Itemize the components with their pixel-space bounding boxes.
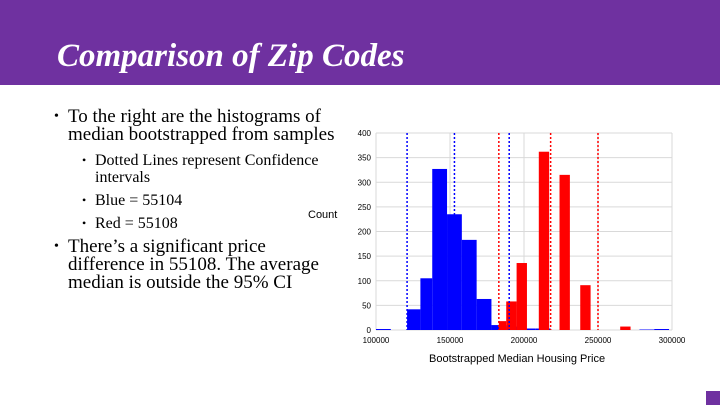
histogram-bar [654,329,670,330]
corner-accent [706,391,720,405]
x-axis-label: Bootstrapped Median Housing Price [429,353,606,365]
sub-bullet-3: • Red = 55108 [50,215,340,232]
y-tick-label: 0 [367,326,372,335]
histogram-bar [498,321,507,330]
slide-title: Comparison of Zip Codes [57,38,405,74]
sub-bullet-3-text: Red = 55108 [95,215,178,232]
y-tick-label: 100 [358,277,372,286]
histogram-bar [407,309,421,330]
bullet-dot-icon: • [54,109,59,124]
histogram-bar [620,326,631,330]
histogram-bar [447,214,462,330]
bullet-dot-icon: • [82,216,87,230]
y-tick-label: 200 [358,228,372,237]
bullet-1-text: To the right are the histograms of media… [68,106,335,145]
x-tick-label: 150000 [437,336,464,345]
histogram-bar [538,151,550,330]
histogram-bar [432,168,448,330]
y-tick-label: 50 [362,301,371,310]
histogram-bar [461,239,477,330]
histogram-bar [506,301,517,330]
sub-bullet-1-text: Dotted Lines represent Confidence interv… [95,152,319,186]
bullet-dot-icon: • [82,193,87,207]
x-tick-label: 100000 [363,336,390,345]
x-tick-label: 250000 [585,336,612,345]
y-axis-label: Count [308,209,338,221]
y-tick-label: 350 [358,154,372,163]
title-bar [0,0,720,85]
bullet-dot-icon: • [54,239,59,254]
sub-bullet-2-text: Blue = 55104 [95,192,183,209]
y-tick-label: 150 [358,252,372,261]
histogram-bar [476,298,492,330]
sub-bullet-1: • Dotted Lines represent Confidence inte… [50,152,340,186]
x-tick-label: 300000 [659,336,686,345]
histogram-bar [516,263,527,330]
bullet-2-text: There’s a significant price difference i… [68,236,319,293]
histogram-bar [420,278,433,330]
histogram-bar [580,285,591,330]
x-tick-label: 200000 [511,336,538,345]
y-tick-label: 400 [358,129,372,138]
histogram-bar [559,174,570,330]
histogram-bar [521,328,536,330]
bullet-2: • There’s a significant price difference… [50,236,340,293]
bullet-1: • To the right are the histograms of med… [50,106,340,145]
bullet-list: • To the right are the histograms of med… [50,106,340,300]
y-tick-label: 250 [358,203,372,212]
histogram-bar [376,329,391,330]
bullet-dot-icon: • [82,153,87,167]
sub-bullet-2: • Blue = 55104 [50,192,340,209]
y-tick-label: 300 [358,178,372,187]
